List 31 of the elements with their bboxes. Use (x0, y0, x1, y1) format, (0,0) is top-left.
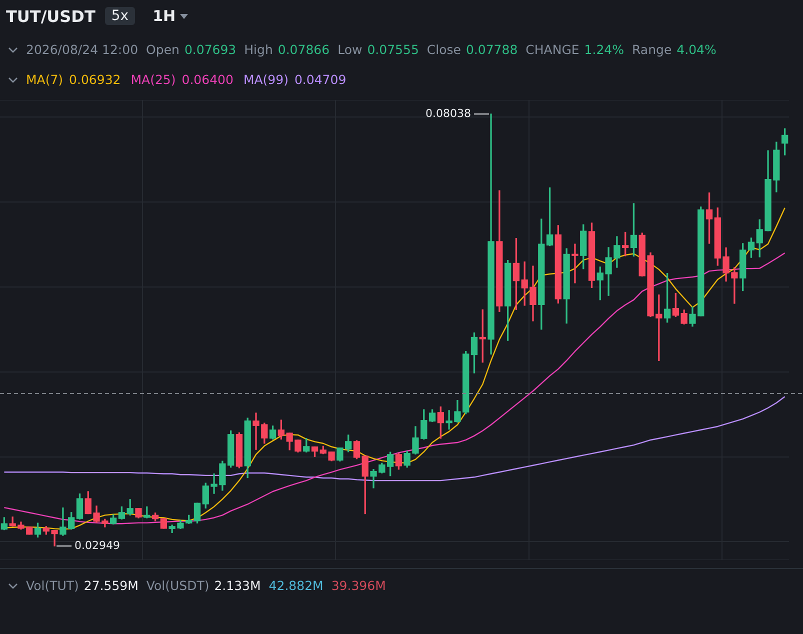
text: Low (338, 42, 362, 57)
text: 0.07693 (184, 42, 236, 57)
text: Vol(USDT) (146, 578, 210, 593)
text: 5x (105, 7, 135, 25)
text: 1H (152, 7, 176, 25)
text: Open (146, 42, 180, 57)
text: 2026/08/24 12:00 (26, 42, 138, 57)
text: 39.396M (331, 578, 386, 593)
text: High (244, 42, 273, 57)
text: 0.06400 (182, 72, 234, 87)
text: 27.559M (84, 578, 138, 593)
text: 0.07555 (367, 42, 419, 57)
text: 42.882M (268, 578, 324, 593)
text: 0.07788 (466, 42, 518, 57)
text: MA(99) (243, 72, 288, 87)
text: 0.04709 (294, 72, 346, 87)
text: 0.07866 (278, 42, 330, 57)
text: Vol(TUT) (26, 578, 79, 593)
chart-title: TUT/USDT (6, 6, 96, 26)
text: CHANGE (526, 42, 580, 57)
text: Range (632, 42, 672, 57)
candlestick (160, 518, 168, 529)
text: 1.24% (584, 42, 624, 57)
text: 0.06932 (69, 72, 121, 87)
annotation: 0.02949 (74, 538, 120, 552)
text: MA(25) (130, 72, 176, 87)
text: 4.04% (676, 42, 716, 57)
text: Close (426, 42, 461, 57)
text: MA(7) (26, 72, 64, 87)
text: 2.133M (214, 578, 261, 593)
annotation: 0.08038 (426, 106, 472, 120)
